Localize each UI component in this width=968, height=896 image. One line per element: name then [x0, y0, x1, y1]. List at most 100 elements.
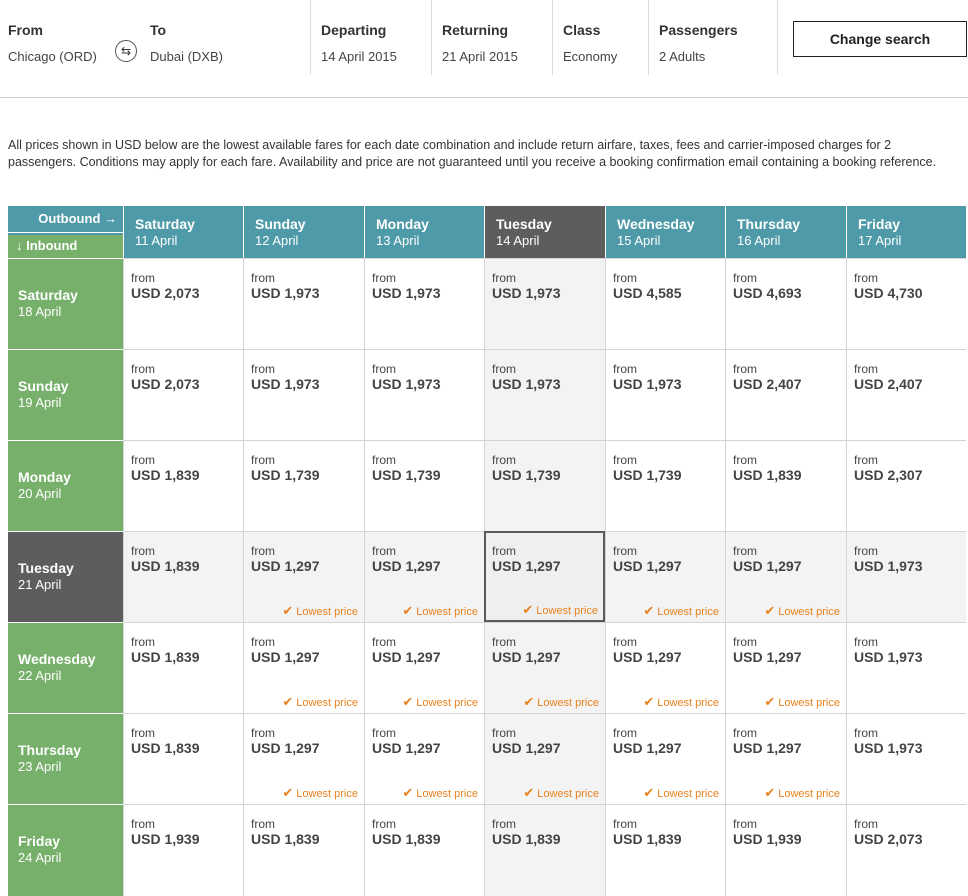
outbound-day: Monday: [376, 216, 429, 232]
fare-price: USD 4,730: [854, 285, 923, 301]
fare-from-label: from: [613, 453, 637, 467]
passengers-group: Passengers 2 Adults: [648, 0, 778, 75]
fare-cell[interactable]: from USD 1,297 ✔ Lowest price: [364, 531, 484, 622]
fare-cell[interactable]: from USD 1,839: [123, 440, 243, 531]
passengers-label: Passengers: [659, 22, 738, 38]
fare-cell[interactable]: from USD 1,297 ✔ Lowest price: [364, 622, 484, 713]
fare-cell[interactable]: from USD 1,839: [725, 440, 846, 531]
fare-cell[interactable]: from USD 1,739: [484, 440, 605, 531]
fare-cell[interactable]: from USD 1,839: [243, 804, 364, 896]
outbound-date-header[interactable]: Tuesday 14 April: [484, 206, 605, 258]
fare-cell[interactable]: from USD 1,973: [364, 349, 484, 440]
lowest-price-label: Lowest price: [778, 788, 840, 800]
fare-price: USD 1,839: [131, 740, 200, 756]
fare-cell[interactable]: from USD 1,839: [484, 804, 605, 896]
fare-cell[interactable]: from USD 4,693: [725, 258, 846, 349]
fare-cell[interactable]: from USD 1,297 ✔ Lowest price: [605, 622, 725, 713]
inbound-date-header[interactable]: Thursday 23 April: [8, 713, 123, 804]
fare-price: USD 1,297: [492, 558, 561, 574]
outbound-date-header[interactable]: Thursday 16 April: [725, 206, 846, 258]
returning-value: 21 April 2015: [442, 49, 518, 64]
fare-cell[interactable]: from USD 1,839: [364, 804, 484, 896]
fare-cell[interactable]: from USD 1,973: [484, 258, 605, 349]
fare-cell[interactable]: from USD 2,073: [846, 804, 966, 896]
checkmark-icon: ✔: [282, 694, 294, 709]
fare-cell[interactable]: from USD 1,297 ✔ Lowest price: [243, 622, 364, 713]
fare-cell[interactable]: from USD 1,973: [605, 349, 725, 440]
fare-cell[interactable]: from USD 1,973: [484, 349, 605, 440]
fare-cell[interactable]: from USD 1,973: [243, 349, 364, 440]
fare-cell[interactable]: from USD 1,739: [243, 440, 364, 531]
fare-cell[interactable]: from USD 2,307: [846, 440, 966, 531]
fare-price: USD 1,939: [733, 831, 802, 847]
fare-cell[interactable]: from USD 1,973: [846, 531, 966, 622]
fare-cell[interactable]: from USD 1,297 ✔ Lowest price: [243, 713, 364, 804]
fare-cell[interactable]: from USD 1,297 ✔ Lowest price: [725, 713, 846, 804]
fare-from-label: from: [251, 453, 275, 467]
class-value: Economy: [563, 49, 618, 64]
fare-cell[interactable]: from USD 4,585: [605, 258, 725, 349]
fare-from-label: from: [131, 544, 155, 558]
inbound-date-header[interactable]: Friday 24 April: [8, 804, 123, 896]
fare-from-label: from: [613, 544, 637, 558]
fare-cell[interactable]: from USD 1,839: [123, 531, 243, 622]
lowest-price-badge: ✔ Lowest price: [522, 602, 598, 618]
fare-price: USD 1,939: [131, 831, 200, 847]
inbound-axis-block: ↓ Inbound: [8, 235, 123, 258]
fare-from-label: from: [492, 271, 516, 285]
fare-cell[interactable]: from USD 1,939: [725, 804, 846, 896]
fare-cell[interactable]: from USD 1,973: [846, 713, 966, 804]
fare-cell[interactable]: from USD 1,739: [605, 440, 725, 531]
corner-divider: [8, 232, 123, 233]
returning-group: Returning 21 April 2015: [431, 0, 552, 75]
fare-cell[interactable]: from USD 1,973: [364, 258, 484, 349]
outbound-day: Sunday: [255, 216, 306, 232]
fare-cell[interactable]: from USD 2,407: [725, 349, 846, 440]
fare-from-label: from: [492, 817, 516, 831]
fare-price: USD 1,297: [251, 740, 320, 756]
fare-cell[interactable]: from USD 1,973: [846, 622, 966, 713]
outbound-date-header[interactable]: Monday 13 April: [364, 206, 484, 258]
fare-price: USD 1,297: [251, 649, 320, 665]
fare-cell[interactable]: from USD 2,073: [123, 258, 243, 349]
fare-cell[interactable]: from USD 1,297 ✔ Lowest price: [364, 713, 484, 804]
fare-from-label: from: [854, 635, 878, 649]
fare-cell[interactable]: from USD 1,939: [123, 804, 243, 896]
fare-from-label: from: [613, 271, 637, 285]
fare-cell[interactable]: from USD 1,839: [123, 622, 243, 713]
fare-cell[interactable]: from USD 1,297 ✔ Lowest price: [243, 531, 364, 622]
fare-price: USD 1,297: [733, 740, 802, 756]
outbound-date-header[interactable]: Saturday 11 April: [123, 206, 243, 258]
fare-cell[interactable]: from USD 1,973: [243, 258, 364, 349]
fare-cell[interactable]: from USD 1,297 ✔ Lowest price: [484, 713, 605, 804]
inbound-date-header[interactable]: Wednesday 22 April: [8, 622, 123, 713]
fare-cell[interactable]: from USD 1,839: [123, 713, 243, 804]
swap-arrows-icon[interactable]: ⇆: [115, 40, 137, 62]
fare-cell[interactable]: from USD 1,297 ✔ Lowest price: [605, 713, 725, 804]
fare-cell[interactable]: from USD 1,297 ✔ Lowest price: [484, 622, 605, 713]
inbound-date-header[interactable]: Monday 20 April: [8, 440, 123, 531]
outbound-date-header[interactable]: Friday 17 April: [846, 206, 966, 258]
inbound-date-header[interactable]: Tuesday 21 April: [8, 531, 123, 622]
fare-cell[interactable]: from USD 1,839: [605, 804, 725, 896]
change-search-button[interactable]: Change search: [793, 21, 967, 57]
fare-cell[interactable]: from USD 2,407: [846, 349, 966, 440]
fare-from-label: from: [492, 635, 516, 649]
fare-cell[interactable]: from USD 1,739: [364, 440, 484, 531]
fare-from-label: from: [613, 362, 637, 376]
outbound-date-header[interactable]: Sunday 12 April: [243, 206, 364, 258]
lowest-price-badge: ✔ Lowest price: [764, 785, 840, 801]
fare-cell[interactable]: from USD 2,073: [123, 349, 243, 440]
fare-cell[interactable]: from USD 4,730: [846, 258, 966, 349]
fare-cell[interactable]: from USD 1,297 ✔ Lowest price: [605, 531, 725, 622]
inbound-date-header[interactable]: Saturday 18 April: [8, 258, 123, 349]
fare-from-label: from: [251, 544, 275, 558]
inbound-day: Monday: [18, 469, 71, 485]
fare-cell[interactable]: from USD 1,297 ✔ Lowest price: [484, 531, 605, 622]
fare-cell[interactable]: from USD 1,297 ✔ Lowest price: [725, 531, 846, 622]
checkmark-icon: ✔: [523, 694, 535, 709]
fare-price: USD 1,839: [613, 831, 682, 847]
outbound-date-header[interactable]: Wednesday 15 April: [605, 206, 725, 258]
fare-cell[interactable]: from USD 1,297 ✔ Lowest price: [725, 622, 846, 713]
inbound-date-header[interactable]: Sunday 19 April: [8, 349, 123, 440]
